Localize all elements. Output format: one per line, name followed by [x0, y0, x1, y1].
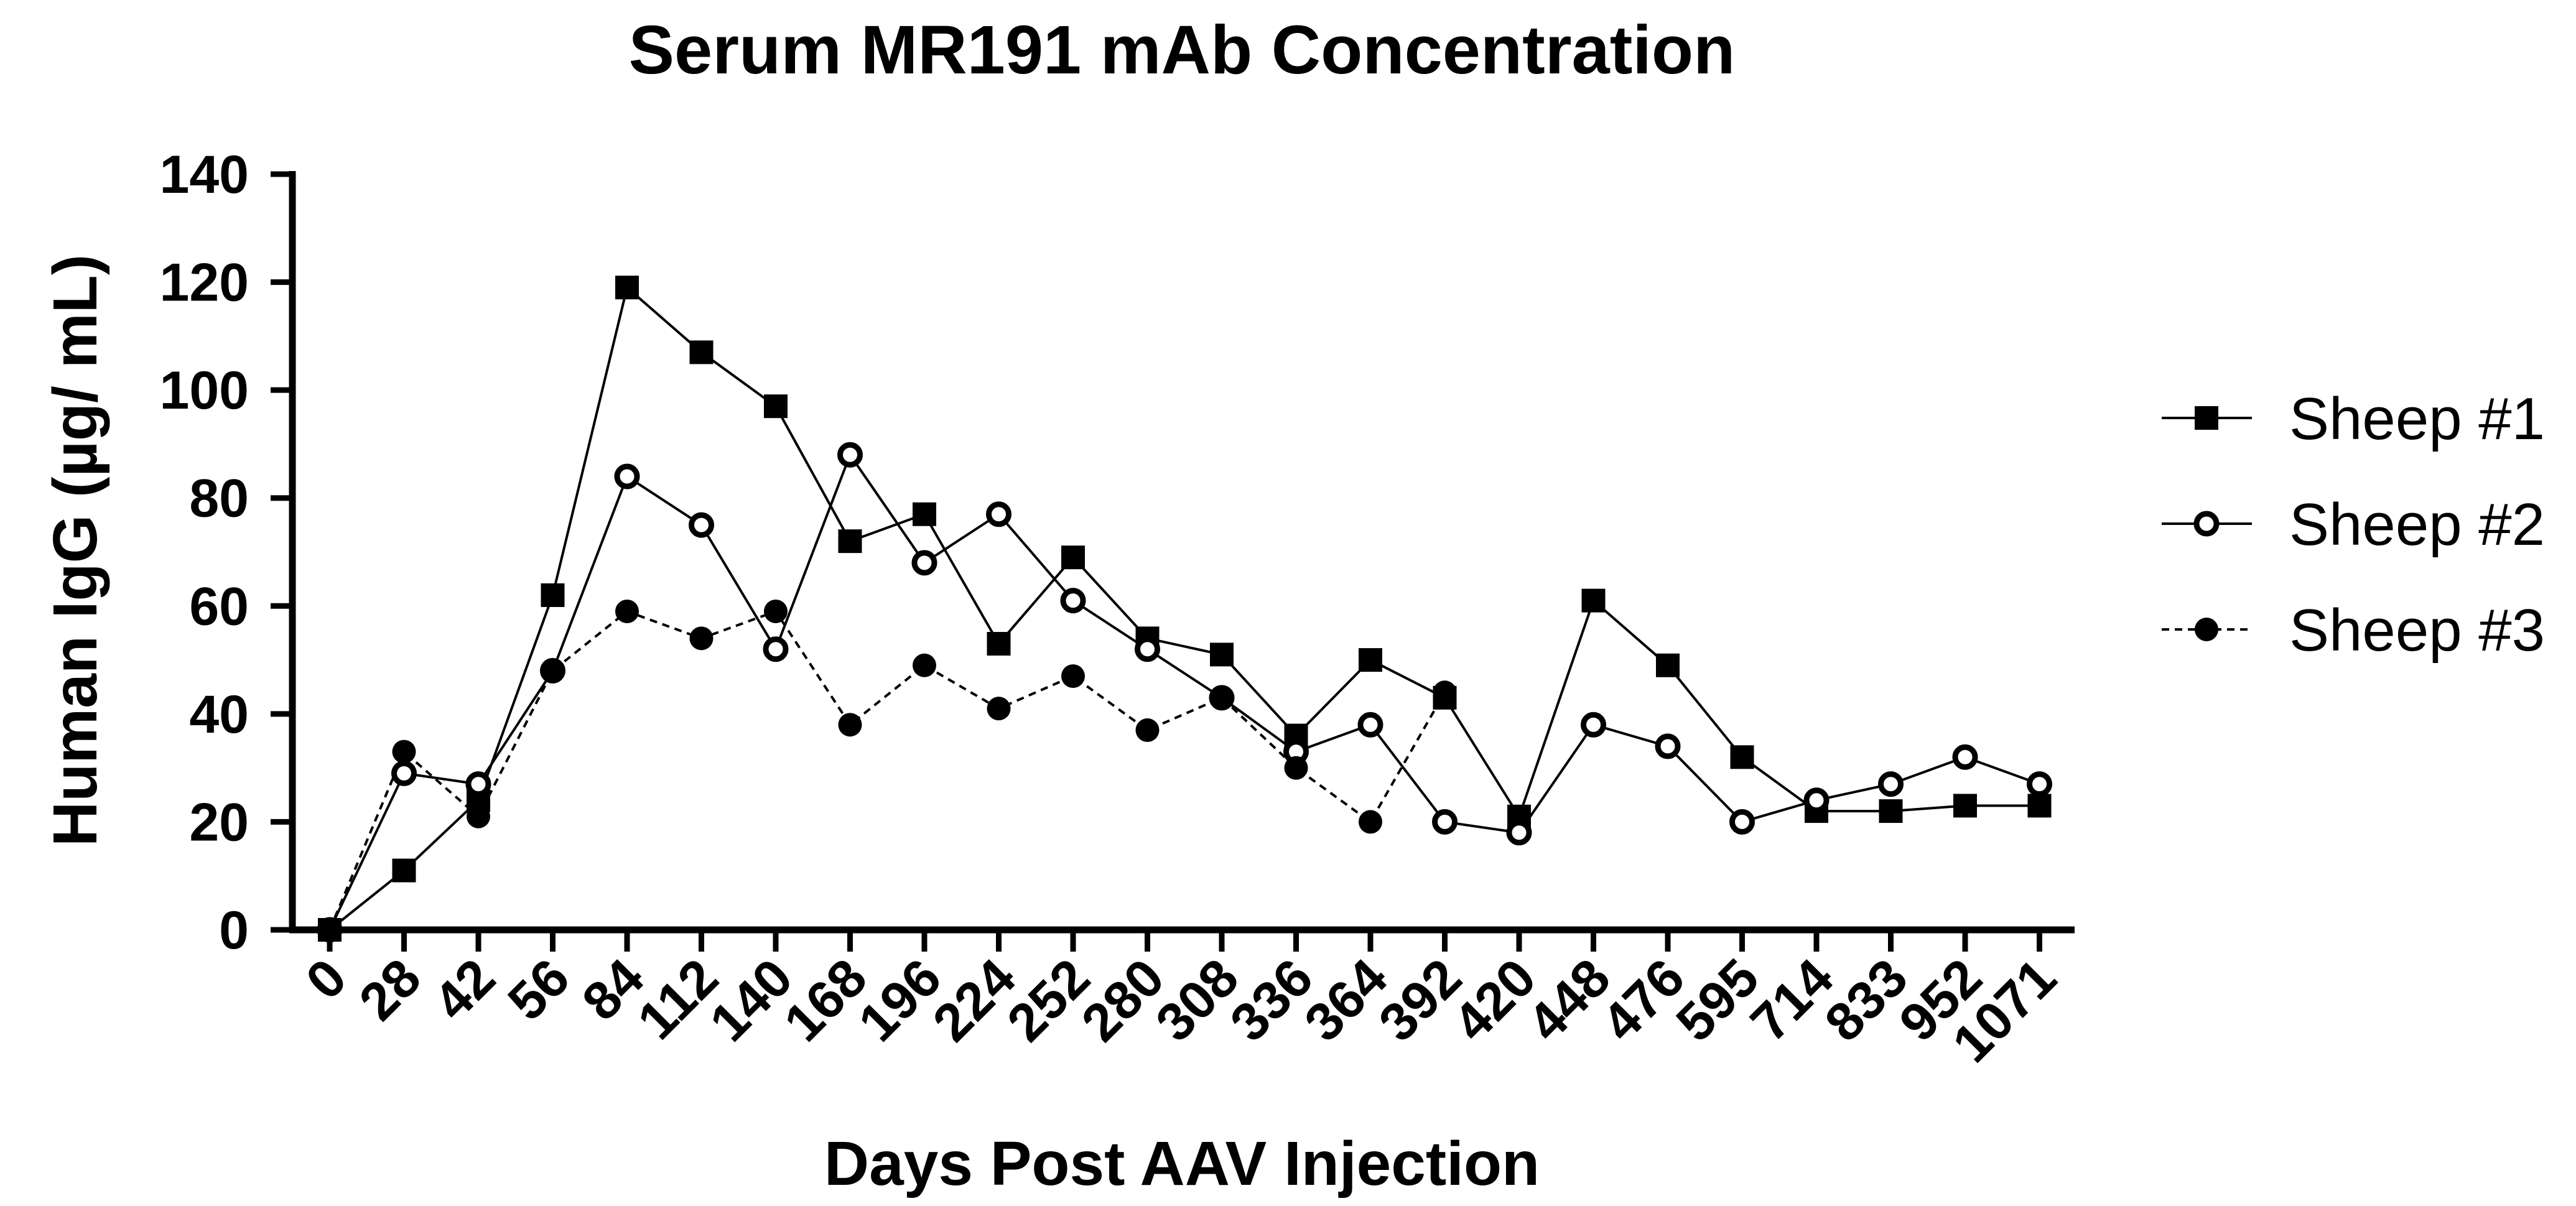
- y-ticks: 0 20 40 60 80 100 120 140: [160, 145, 292, 960]
- x-tick-label: 42: [422, 948, 507, 1032]
- series-3-point: [318, 918, 342, 942]
- series-3: [318, 599, 1457, 942]
- legend: Sheep #1 Sheep #2 Sheep #3: [2162, 386, 2545, 664]
- series-1-point: [541, 583, 565, 607]
- series-2-point: [1729, 809, 1755, 835]
- series-1-point: [615, 276, 639, 300]
- series-3-point: [1433, 680, 1457, 705]
- series-3-point: [1210, 685, 1234, 710]
- series-1-point: [987, 632, 1011, 656]
- series-2-point: [1878, 771, 1904, 797]
- x-tick-label: 28: [348, 948, 432, 1032]
- y-tick-label: 140: [160, 145, 249, 205]
- legend-label: Sheep #2: [2289, 491, 2545, 558]
- legend-item-sheep-3: Sheep #3: [2162, 597, 2545, 664]
- series-2-point: [1803, 787, 1830, 814]
- series-2-point: [1581, 712, 1606, 738]
- series-1-point: [2027, 794, 2052, 818]
- series-1-line: [328, 286, 2040, 931]
- series-2-point: [2027, 771, 2052, 797]
- series-1-point: [913, 502, 936, 526]
- y-tick-label: 40: [189, 685, 249, 744]
- series-3-point: [1135, 718, 1160, 742]
- series-2-point: [837, 442, 863, 468]
- series-1-point: [1953, 794, 1977, 818]
- series-2-point: [1432, 809, 1458, 835]
- y-tick-label: 20: [189, 792, 249, 852]
- series-2-point: [763, 636, 789, 662]
- y-tick-label: 0: [219, 901, 249, 960]
- x-tick-label: 0: [295, 948, 358, 1011]
- legend-marker: [2195, 406, 2218, 430]
- axes: [289, 171, 2075, 934]
- series-3-point: [913, 653, 936, 677]
- series-3-point: [987, 697, 1011, 721]
- series-3-point: [689, 626, 714, 651]
- series-3-point: [467, 804, 490, 828]
- series-2-point: [614, 463, 640, 489]
- series-2-point: [465, 771, 491, 797]
- series-1-point: [1730, 745, 1754, 769]
- series-2-point: [1357, 712, 1383, 738]
- series-1-point: [1359, 648, 1382, 672]
- series-1-point: [392, 858, 416, 883]
- series-3-point: [1284, 756, 1308, 780]
- legend-item-sheep-1: Sheep #1: [2162, 386, 2545, 452]
- x-axis-label: Days Post AAV Injection: [824, 1129, 1540, 1199]
- x-tick-label: 56: [496, 948, 581, 1032]
- series-3-line: [328, 610, 1446, 930]
- series-layer: [317, 276, 2052, 943]
- series-2-point: [1952, 744, 1978, 770]
- x-ticks: 0284256841121401681962242522803083363643…: [295, 930, 2068, 1074]
- legend-marker: [2193, 511, 2220, 537]
- series-3-point: [541, 659, 565, 683]
- y-tick-label: 60: [189, 577, 249, 636]
- series-1-point: [1061, 545, 1085, 570]
- legend-item-sheep-2: Sheep #2: [2162, 491, 2545, 558]
- series-3-point: [764, 599, 788, 623]
- series-3-point: [615, 599, 639, 623]
- legend-label: Sheep #1: [2289, 386, 2545, 452]
- series-2-point: [1655, 733, 1681, 759]
- series-2-point: [1060, 588, 1086, 614]
- series-2: [317, 442, 2052, 943]
- series-1-point: [1210, 642, 1234, 667]
- series-1-point: [1879, 799, 1903, 823]
- legend-marker: [2195, 618, 2218, 641]
- series-2-point: [1135, 636, 1160, 662]
- series-1-point: [1656, 653, 1680, 677]
- y-axis-label: Human IgG (µg/ mL): [40, 254, 110, 847]
- series-3-point: [1061, 664, 1085, 689]
- series-3-point: [838, 713, 862, 737]
- y-tick-label: 120: [160, 253, 249, 313]
- series-2-point: [689, 512, 714, 538]
- y-tick-label: 80: [189, 469, 249, 529]
- series-3-point: [1359, 810, 1382, 834]
- series-2-point: [1506, 820, 1532, 846]
- series-2-line: [328, 453, 2040, 930]
- series-1-point: [1581, 588, 1606, 613]
- series-2-point: [911, 550, 937, 576]
- series-2-point: [986, 501, 1011, 527]
- legend-label: Sheep #3: [2289, 597, 2545, 664]
- y-tick-label: 100: [160, 361, 249, 420]
- series-1-point: [764, 394, 788, 419]
- series-3-point: [392, 740, 416, 764]
- series-1-point: [838, 529, 862, 554]
- series-1-point: [689, 340, 714, 364]
- chart-title: Serum MR191 mAb Concentration: [629, 12, 1736, 88]
- series-1: [318, 276, 2052, 942]
